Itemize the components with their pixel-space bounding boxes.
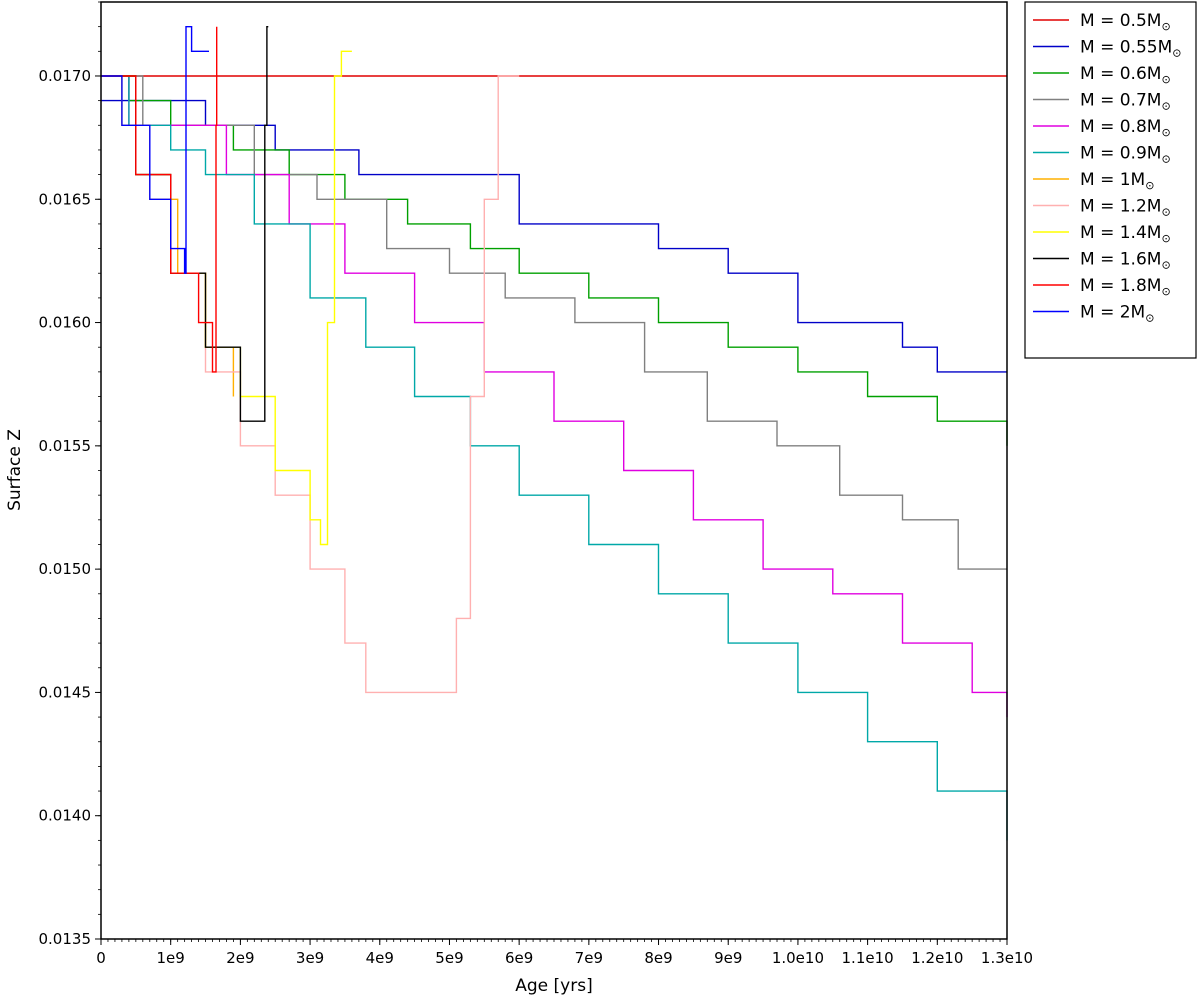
- x-tick-label: 1.2e10: [911, 949, 963, 967]
- x-tick-label: 0: [96, 949, 106, 967]
- sun-symbol: ⊙: [1161, 206, 1170, 219]
- sun-symbol: ⊙: [1161, 232, 1170, 245]
- sun-symbol: ⊙: [1172, 47, 1181, 60]
- x-tick-label: 2e9: [226, 949, 254, 967]
- axis-ticks: 0 1e9 2e9 3e9 4e9 5e9 6e9 7e9 8e9 9e9 1.0e10 1.1e10…: [39, 1, 1033, 967]
- sun-symbol: ⊙: [1145, 179, 1154, 192]
- y-tick-label: 0.0145: [39, 683, 92, 701]
- series-line-11: [101, 26, 209, 274]
- x-tick-label: 5e9: [435, 949, 463, 967]
- y-axis-label: Surface Z: [5, 429, 25, 511]
- legend-entry-6: M = 1M⊙: [1080, 170, 1154, 192]
- x-tick-label: 9e9: [714, 949, 742, 967]
- y-tick-label: 0.0135: [39, 930, 92, 948]
- x-tick-label: 4e9: [366, 949, 394, 967]
- series-line-4: [101, 75, 1008, 718]
- y-tick-label: 0.0150: [39, 560, 92, 578]
- legend-entry-8: M = 1.4M⊙: [1080, 223, 1171, 245]
- plot-background: [101, 2, 1007, 939]
- legend-entry-3: M = 0.7M⊙: [1080, 91, 1171, 113]
- sun-symbol: ⊙: [1161, 285, 1170, 298]
- y-tick-label: 0.0140: [39, 807, 92, 825]
- legend-entry-1: M = 0.55M⊙: [1080, 38, 1181, 60]
- series-line-3: [101, 75, 1007, 570]
- x-axis-label: Age [yrs]: [515, 976, 592, 996]
- legend: M = 0.5M⊙ M = 0.55M⊙ M = 0.6M⊙ M = 0.7M⊙ M =…: [1024, 1, 1197, 359]
- y-tick-label: 0.0165: [39, 190, 92, 208]
- y-tick-label: 0.0155: [39, 437, 92, 455]
- x-tick-label: 1.1e10: [842, 949, 894, 967]
- x-tick-label: 1e9: [157, 949, 185, 967]
- legend-entry-11: M = 2M⊙: [1080, 303, 1154, 325]
- series-line-10: [101, 26, 218, 373]
- legend-entry-5: M = 0.9M⊙: [1080, 144, 1171, 166]
- x-tick-label: 3e9: [296, 949, 324, 967]
- sun-symbol: ⊙: [1161, 259, 1170, 272]
- sun-symbol: ⊙: [1161, 73, 1170, 86]
- series-line-1: [101, 99, 1007, 373]
- legend-entry-9: M = 1.6M⊙: [1080, 250, 1171, 272]
- sun-symbol: ⊙: [1161, 20, 1170, 33]
- x-tick-label: 1.0e10: [772, 949, 824, 967]
- legend-entry-10: M = 1.8M⊙: [1080, 276, 1171, 298]
- x-tick-label: 1.3e10: [981, 949, 1033, 967]
- series-layer: [101, 26, 1008, 841]
- x-tick-label: 6e9: [505, 949, 533, 967]
- sun-symbol: ⊙: [1145, 312, 1154, 325]
- legend-entry-4: M = 0.8M⊙: [1080, 117, 1171, 139]
- x-tick-label: 7e9: [575, 949, 603, 967]
- legend-entry-0: M = 0.5M⊙: [1080, 11, 1171, 33]
- x-tick-label: 8e9: [644, 949, 672, 967]
- sun-symbol: ⊙: [1161, 100, 1170, 113]
- sun-symbol: ⊙: [1161, 153, 1170, 166]
- legend-entry-7: M = 1.2M⊙: [1080, 197, 1171, 219]
- y-tick-label: 0.0160: [39, 314, 92, 332]
- legend-entry-2: M = 0.6M⊙: [1080, 64, 1171, 86]
- y-tick-label: 0.0170: [39, 67, 92, 85]
- sun-symbol: ⊙: [1161, 126, 1170, 139]
- legend-box: [1024, 1, 1197, 359]
